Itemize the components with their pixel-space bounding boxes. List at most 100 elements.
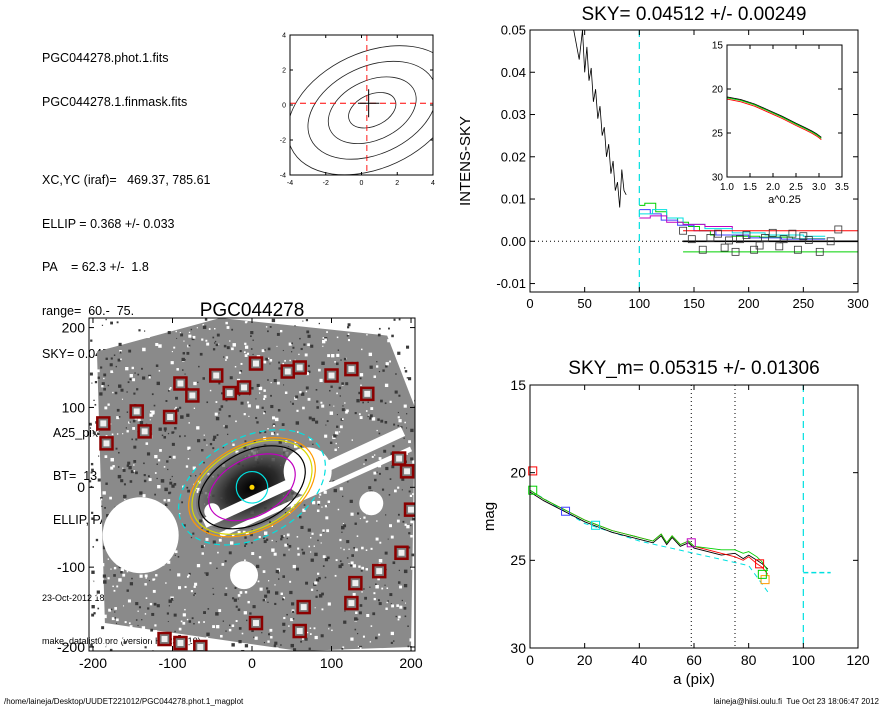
sky-xtick-label: 150: [683, 296, 705, 311]
sky-square-point: [698, 245, 707, 254]
image-mask-box-core: [189, 392, 196, 399]
sky-square-point: [779, 235, 788, 244]
mag-xtick-label: 80: [741, 652, 757, 668]
mag-xtick-label: 40: [632, 652, 648, 668]
contour-ytick-label: -4: [280, 172, 286, 179]
sky-square-point: [775, 242, 784, 251]
sky-square-point: [714, 229, 722, 238]
sky-square-point: [793, 245, 802, 254]
image-mask-box-core: [177, 380, 184, 387]
image-mask-box-core: [408, 506, 415, 513]
info-param-line: PA = 62.3 +/- 1.8: [42, 260, 149, 274]
image-mask-box-core: [284, 368, 291, 375]
contour-lines: [290, 35, 433, 175]
sky-square-point: [761, 234, 769, 242]
mag-ytick-label: 30: [510, 640, 526, 656]
mag-ytick-label: 15: [510, 377, 526, 393]
inset-xtick-label: 2.0: [766, 182, 780, 193]
image-ytick-label: 200: [62, 319, 86, 335]
image-mask-box-core: [296, 364, 303, 371]
image-xtick-label: -100: [158, 655, 186, 671]
mag-square-cyan: [591, 520, 601, 530]
image-xtick-label: 100: [320, 655, 344, 671]
mag-square-magenta: [686, 538, 696, 548]
image-xtick-label: 0: [248, 655, 256, 671]
mag-ytick-label: 20: [510, 465, 526, 481]
sky-xtick-label: 200: [738, 296, 760, 311]
sky-axes: 0 50 100 150 200 250 300 -0.01 0.00 0.01 0.02 0.03 0…: [496, 23, 868, 311]
image-mask-box-core: [404, 468, 411, 475]
sky-square-point: [736, 235, 744, 244]
contour-line: [290, 45, 433, 175]
image-mask-box-core: [348, 366, 355, 373]
image-axes: -200 -100 0 100 200 -200 -100 0 100 200: [57, 317, 423, 671]
inset-ytick-label: 25: [712, 129, 724, 140]
image-ytick-label: -100: [57, 559, 85, 575]
mask-blob: [359, 491, 384, 516]
contour-xtick-label: 4: [431, 180, 435, 187]
image-ellipse-cyan-small: [235, 470, 269, 504]
sky-xtick-label: 0: [526, 296, 533, 311]
contour-xtick-label: -2: [323, 180, 329, 187]
image-mask-box-core: [161, 636, 168, 643]
image-mask-box-core: [300, 604, 307, 611]
mag-series-black: [529, 491, 769, 570]
mag-square-blue: [561, 506, 571, 516]
sky-title: SKY= 0.04512 +/- 0.00249: [581, 4, 806, 25]
inset-curve-red: [726, 98, 822, 140]
sky-ytick-label: 0.02: [501, 149, 526, 164]
contour-line: [307, 60, 433, 160]
image-mask-box-core: [398, 549, 405, 556]
contour-line: [348, 92, 397, 129]
mag-square-orange: [760, 575, 770, 585]
image-mask-box-core: [252, 620, 259, 627]
info-param-line: XC,YC (iraf)= 469.37, 785.61: [42, 173, 211, 187]
image-mask-box-core: [167, 414, 174, 421]
inset-xtick-label: 1.0: [720, 182, 734, 193]
info-file-line: PGC044278.phot.1.fits: [42, 51, 169, 65]
sky-profile-line: [573, 30, 627, 208]
contour-ytick-label: 4: [282, 32, 286, 39]
mask-blob: [102, 497, 179, 574]
sky-square-point: [706, 234, 715, 242]
inset-curve-green: [726, 97, 822, 139]
image-ytick-label: -200: [57, 639, 85, 655]
image-mask-box-core: [177, 640, 184, 647]
sky-square-point: [768, 228, 777, 237]
inset-ytick-label: 15: [712, 41, 724, 52]
contour-ytick-label: 0: [282, 102, 286, 109]
mag-square-green: [757, 569, 767, 579]
inset-xtick-label: 1.5: [743, 182, 757, 193]
image-mask-box-core: [133, 408, 140, 415]
image-ellipse-black: [198, 445, 306, 530]
image-mask-box-core: [364, 390, 371, 397]
mag-ytick-label: 25: [510, 552, 526, 568]
inset-ytick-label: 20: [712, 85, 724, 96]
sky-ytick-label: 0.05: [501, 23, 526, 38]
image-ytick-label: 100: [62, 399, 86, 415]
inset-ytick-label: 30: [712, 173, 724, 184]
image-ellipse-cyan-dashed: [178, 429, 326, 546]
galaxy-center-marker: [249, 484, 255, 490]
contour-xtick-label: -4: [287, 180, 293, 187]
inset-xlabel: a^0.25: [768, 194, 801, 206]
sky-xtick-label: 100: [628, 296, 650, 311]
info-param-line: range= 60.- 75.: [42, 303, 135, 318]
sky-square-point: [750, 245, 759, 254]
sky-step-cyan: [639, 209, 826, 237]
image-field: [89, 318, 415, 651]
mag-xtick-label: 100: [792, 652, 816, 668]
inset-xtick-label: 3.5: [835, 182, 849, 193]
image-mask-box-core: [348, 600, 355, 607]
mag-xtick-label: 60: [686, 652, 702, 668]
contour-xtick-label: 2: [395, 180, 399, 187]
inset-curve-black: [726, 96, 822, 138]
image-mask-box-core: [197, 644, 204, 651]
image-mask-box-core: [141, 428, 148, 435]
inset-frame: [726, 44, 843, 178]
sky-ytick-label: 0.01: [501, 192, 526, 207]
image-ytick-label: 0: [77, 479, 85, 495]
image-xtick-label: 200: [399, 655, 423, 671]
mag-series-green: [529, 489, 769, 572]
